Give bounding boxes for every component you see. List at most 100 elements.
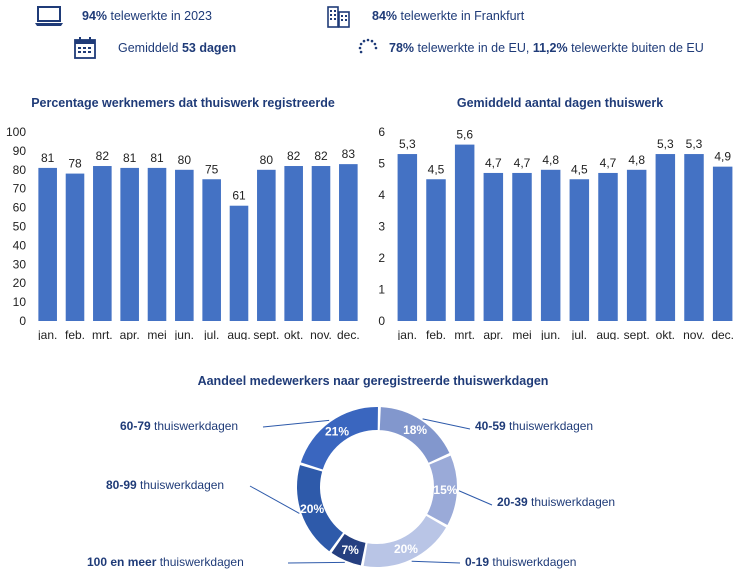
kpi-average-days: Gemiddeld 53 dagen xyxy=(70,36,236,60)
y-tick-label: 20 xyxy=(13,276,27,290)
y-tick-label: 0 xyxy=(19,314,26,328)
bar xyxy=(540,169,561,321)
data-label: 82 xyxy=(314,149,328,163)
x-tick-label: okt. xyxy=(656,328,675,340)
donut-slices: 18% 15% 20% 7% 20% 21% xyxy=(297,407,458,567)
data-label: 4,5 xyxy=(428,162,445,176)
bar xyxy=(147,167,167,321)
bar xyxy=(175,169,194,321)
eu-star xyxy=(362,39,366,43)
bar xyxy=(684,154,704,321)
x-tick-label: mrt. xyxy=(92,328,113,340)
slice-percent-label: 15% xyxy=(433,483,457,497)
x-tick-label: okt. xyxy=(284,328,303,340)
bar xyxy=(655,154,676,321)
bar xyxy=(257,169,276,321)
y-tick-label: 5 xyxy=(378,157,385,171)
leader-line xyxy=(249,485,300,514)
calendar-icon xyxy=(70,36,100,60)
y-axis: 0 1 2 3 4 5 6 xyxy=(378,125,385,328)
slice-category-label: 80-99 thuiswerkdagen xyxy=(106,478,224,492)
chart-title: Gemiddeld aantal dagen thuiswerk xyxy=(457,96,663,110)
office-building-icon xyxy=(324,4,354,28)
chart-title: Aandeel medewerkers naar geregistreerde … xyxy=(198,374,549,388)
x-tick-label: mrt. xyxy=(454,328,475,340)
eu-star xyxy=(359,50,363,54)
leader-line xyxy=(458,490,493,506)
slice-category-label: 100 en meer thuiswerkdagen xyxy=(87,555,244,569)
eu-star xyxy=(374,46,378,50)
data-label: 4,7 xyxy=(600,156,617,170)
x-tick-label: sept. xyxy=(624,328,650,340)
data-label: 82 xyxy=(96,149,110,163)
slice-category-label: 60-79 thuiswerkdagen xyxy=(120,419,238,433)
y-tick-label: 6 xyxy=(378,125,385,139)
slice-category-label: 0-19 thuiswerkdagen xyxy=(465,555,576,569)
y-tick-label: 30 xyxy=(13,257,27,271)
x-tick-label: dec. xyxy=(337,328,360,340)
kpi-telework-2023: 94% telewerkte in 2023 xyxy=(34,4,212,28)
data-label: 4,7 xyxy=(485,156,502,170)
y-tick-label: 50 xyxy=(13,220,27,234)
bar xyxy=(598,172,618,321)
kpi-text: 78% telewerkte in de EU, 11,2% telewerkt… xyxy=(389,41,704,55)
y-tick-label: 1 xyxy=(378,283,385,297)
y-tick-label: 80 xyxy=(13,163,27,177)
bar xyxy=(512,172,532,321)
eu-stars-icon xyxy=(357,36,379,60)
eu-star xyxy=(373,42,377,46)
y-axis: 0 10 20 30 40 50 60 70 80 90 100 xyxy=(6,125,26,328)
slice-percent-label: 20% xyxy=(300,502,324,516)
x-tick-label: nov. xyxy=(683,328,705,340)
x-tick-label: feb. xyxy=(65,328,85,340)
y-tick-label: 10 xyxy=(13,295,27,309)
slice-percent-label: 20% xyxy=(394,542,418,556)
bar xyxy=(569,179,590,321)
x-tick-label: jul. xyxy=(571,328,587,340)
data-label: 83 xyxy=(342,147,356,161)
leader-line xyxy=(411,560,461,564)
bar xyxy=(454,144,475,321)
data-label: 4,5 xyxy=(571,162,588,176)
bar xyxy=(284,166,303,321)
slice-percent-label: 7% xyxy=(341,543,359,557)
y-tick-label: 2 xyxy=(378,251,385,265)
x-tick-label: jun. xyxy=(174,328,194,340)
bar xyxy=(120,167,139,321)
data-label: 80 xyxy=(178,153,192,167)
data-label: 4,8 xyxy=(628,153,645,167)
x-tick-label: aug. xyxy=(227,328,250,340)
bar xyxy=(712,166,733,321)
donut-slice xyxy=(331,533,366,566)
x-tick-label: apr. xyxy=(120,328,140,340)
eu-star xyxy=(359,42,363,46)
slice-percent-label: 21% xyxy=(325,424,349,438)
x-tick-label: dec. xyxy=(711,328,734,340)
slice-category-label: 40-59 thuiswerkdagen xyxy=(475,419,593,433)
bar xyxy=(626,169,647,321)
kpi-text: 84% telewerkte in Frankfurt xyxy=(372,9,525,23)
y-tick-label: 100 xyxy=(6,125,26,139)
kpi-text: 94% telewerkte in 2023 xyxy=(82,9,212,23)
eu-star xyxy=(370,39,374,43)
bar-chart-percentage: Percentage werknemers dat thuiswerk regi… xyxy=(6,96,360,340)
bar xyxy=(38,167,57,321)
y-tick-label: 3 xyxy=(378,220,385,234)
x-tick-label: sept. xyxy=(253,328,279,340)
y-tick-label: 70 xyxy=(13,182,27,196)
eu-star xyxy=(358,46,362,50)
data-label: 5,3 xyxy=(657,137,674,151)
donut-slice xyxy=(427,455,457,525)
bar xyxy=(202,179,221,321)
data-label: 81 xyxy=(123,151,137,165)
data-label: 61 xyxy=(232,189,246,203)
eu-star xyxy=(366,38,370,42)
kpi-text: Gemiddeld 53 dagen xyxy=(118,41,237,55)
slice-category-label: 20-39 thuiswerkdagen xyxy=(497,495,615,509)
x-tick-label: aug. xyxy=(596,328,619,340)
data-label: 80 xyxy=(260,153,274,167)
y-tick-label: 90 xyxy=(13,144,27,158)
bar xyxy=(93,166,112,321)
data-label: 4,7 xyxy=(514,156,531,170)
chart-title: Percentage werknemers dat thuiswerk regi… xyxy=(31,96,335,110)
